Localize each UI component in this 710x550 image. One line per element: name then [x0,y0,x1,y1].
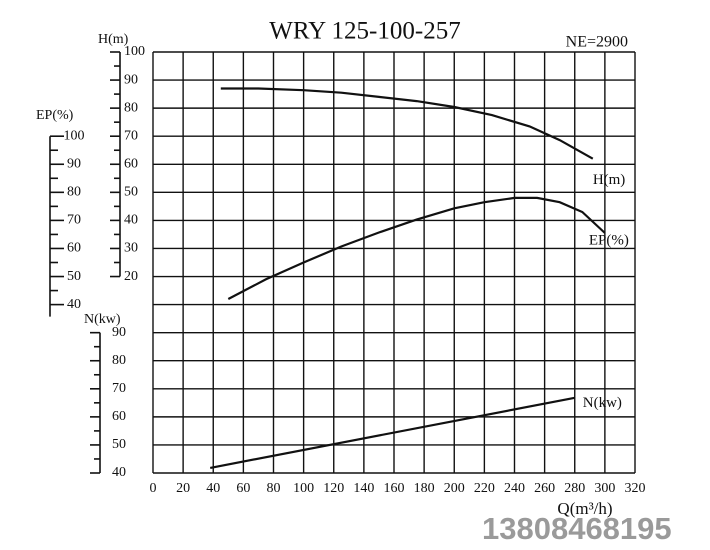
y-tick-label: 30 [124,241,138,256]
series-label: EP(%) [589,232,629,248]
chart-subtitle: NE=2900 [566,34,628,51]
y-tick-label: 80 [67,185,81,200]
x-tick-label: 120 [323,481,344,496]
x-tick-label: 160 [384,481,405,496]
y-axis-label: H(m) [98,32,129,47]
x-tick-label: 180 [414,481,435,496]
y-tick-label: 80 [124,100,138,115]
series-label: N(kw) [583,395,622,411]
curve [227,196,606,300]
x-tick-label: 80 [267,481,281,496]
y-tick-label: 40 [124,213,138,228]
watermark: 13808468195 [482,511,672,546]
y-tick-label: 40 [67,297,81,312]
x-tick-label: 200 [444,481,465,496]
x-tick-label: 320 [625,481,646,496]
x-tick-label: 20 [176,481,190,496]
x-tick-label: 280 [564,481,585,496]
y2-axis-label: EP(%) [36,108,74,123]
y-tick-label: 90 [67,156,81,171]
y-tick-label: 60 [124,156,138,171]
y-tick-label: 60 [112,409,126,424]
x-tick-label: 40 [206,481,220,496]
y3-axis-label: N(kw) [84,312,121,327]
y-tick-label: 70 [67,213,81,228]
x-tick-label: 260 [534,481,555,496]
curve [220,87,594,160]
y-tick-label: 100 [124,44,145,59]
y-tick-label: 40 [112,465,126,480]
y-tick-label: 60 [67,241,81,256]
y-tick-label: 50 [112,437,126,452]
y-tick-label: 90 [112,325,126,340]
y-tick-label: 100 [64,128,85,143]
series-label: H(m) [593,172,626,188]
y-tick-label: 80 [112,353,126,368]
x-axis-label: Q(m³/h) [557,499,612,518]
curve [209,396,576,469]
x-tick-label: 0 [150,481,157,496]
x-tick-label: 140 [353,481,374,496]
x-tick-label: 220 [474,481,495,496]
y-tick-label: 70 [124,128,138,143]
x-tick-label: 240 [504,481,525,496]
x-tick-label: 60 [236,481,250,496]
y-tick-label: 50 [124,185,138,200]
x-tick-label: 300 [594,481,615,496]
y-tick-label: 50 [67,269,81,284]
y-tick-label: 90 [124,72,138,87]
x-tick-label: 100 [293,481,314,496]
y-tick-label: 70 [112,381,126,396]
chart-title: WRY 125-100-257 [269,18,460,45]
y-tick-label: 20 [124,269,138,284]
